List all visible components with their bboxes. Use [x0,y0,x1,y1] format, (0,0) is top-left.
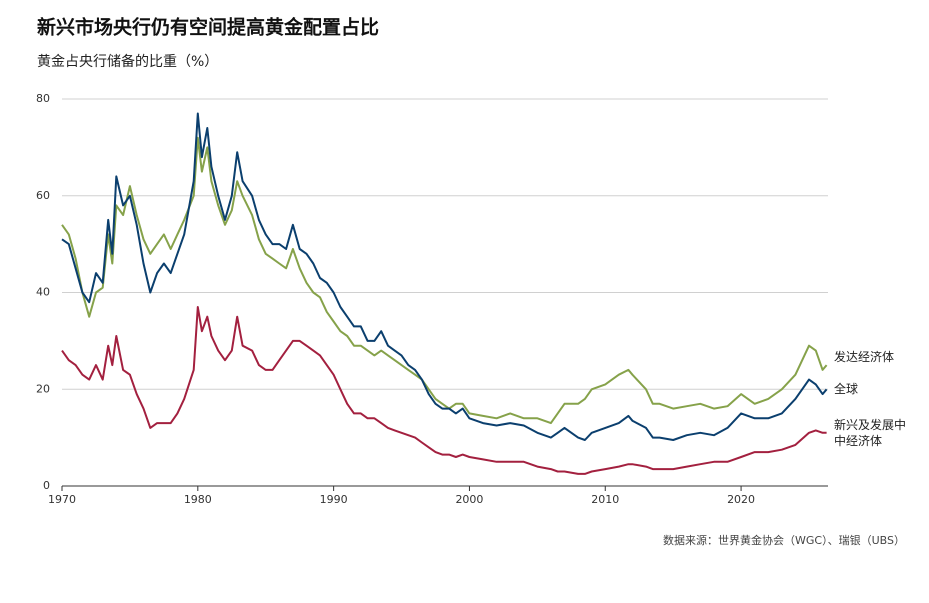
x-tick-label: 2010 [591,493,619,506]
x-tick-label: 1970 [48,493,76,506]
x-tick-label: 2020 [727,493,755,506]
series-label: 发达经济体 [834,350,895,365]
y-tick-label: 80 [36,92,50,105]
y-tick-label: 20 [36,382,50,395]
series-line [61,306,827,475]
source-note: 数据来源：世界黄金协会（WGC）、瑞银（UBS） [663,533,905,547]
x-tick-label: 1990 [320,493,348,506]
y-tick-label: 40 [36,286,50,299]
chart-subtitle: 黄金占央行储备的比重（%） [37,53,218,70]
series-line [61,112,828,441]
x-tick-label: 2000 [455,493,483,506]
chart-title: 新兴市场央行仍有空间提高黄金配置占比 [37,16,379,39]
x-tick-label: 1980 [184,493,212,506]
series-line [61,136,828,425]
series-label: 全球 [834,382,859,397]
y-tick-label: 0 [43,479,50,492]
y-tick-label: 60 [36,189,50,202]
series-label: 新兴及发展中 中经济体 [834,417,907,448]
